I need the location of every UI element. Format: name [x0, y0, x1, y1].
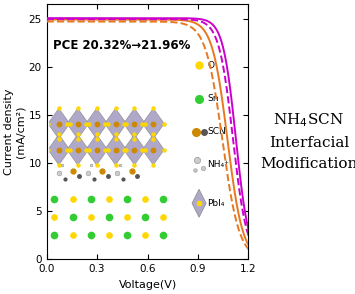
Y-axis label: Current density
(mA/cm²): Current density (mA/cm²): [4, 88, 26, 175]
Text: SCN: SCN: [207, 127, 226, 136]
X-axis label: Voltage(V): Voltage(V): [119, 280, 177, 290]
Text: PCE 20.32%→21.96%: PCE 20.32%→21.96%: [53, 39, 190, 52]
Text: NH$_4$SCN
Interfacial
Modification: NH$_4$SCN Interfacial Modification: [260, 112, 355, 171]
Text: O: O: [207, 61, 214, 70]
Text: NH₄⁺: NH₄⁺: [207, 161, 229, 169]
Text: Sn: Sn: [207, 94, 219, 103]
Text: PbI₄: PbI₄: [207, 199, 224, 208]
Polygon shape: [192, 189, 206, 217]
